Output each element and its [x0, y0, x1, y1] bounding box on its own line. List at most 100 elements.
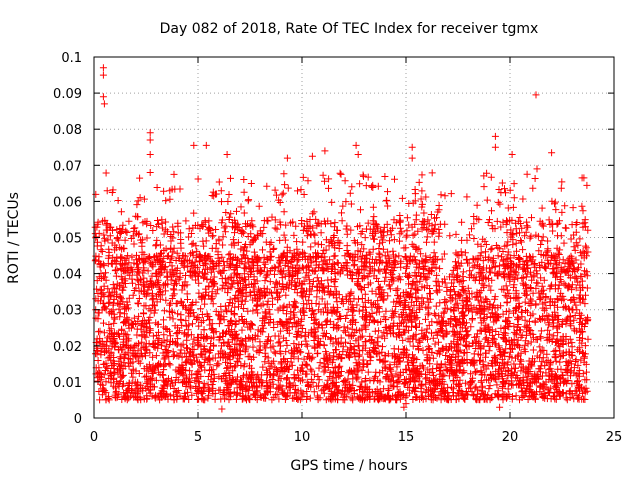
data-point	[472, 273, 480, 281]
data-point	[177, 316, 185, 324]
data-point	[179, 340, 187, 348]
data-point	[515, 314, 523, 322]
data-point	[154, 341, 162, 348]
data-point	[405, 200, 413, 207]
data-point	[245, 263, 253, 271]
data-point	[293, 393, 301, 401]
data-point	[332, 392, 340, 400]
data-point	[93, 277, 101, 285]
data-point	[426, 290, 433, 298]
data-point	[111, 256, 119, 264]
data-point	[420, 364, 427, 372]
data-point	[270, 357, 278, 365]
data-point	[94, 218, 102, 226]
data-point	[290, 319, 298, 326]
data-point	[446, 358, 454, 366]
data-point	[194, 378, 202, 385]
data-point	[244, 392, 252, 400]
data-point	[401, 394, 409, 402]
data-point	[353, 301, 361, 309]
data-point	[473, 201, 481, 209]
data-point	[315, 261, 323, 269]
data-point	[189, 309, 197, 317]
data-point	[402, 254, 410, 262]
data-point	[314, 249, 322, 257]
data-point	[566, 357, 574, 365]
data-point	[234, 358, 242, 366]
data-point	[449, 266, 457, 274]
data-point	[265, 306, 273, 314]
data-point	[487, 173, 495, 181]
data-point	[376, 240, 384, 248]
data-point	[549, 269, 557, 277]
data-point	[250, 353, 258, 361]
data-point	[324, 357, 332, 365]
data-point	[358, 325, 366, 333]
data-point	[147, 307, 155, 315]
data-point	[493, 272, 501, 280]
data-point	[126, 271, 134, 279]
data-point	[182, 305, 190, 313]
data-point	[554, 375, 561, 383]
data-point	[549, 227, 557, 235]
data-point	[513, 247, 520, 255]
data-point	[260, 253, 268, 261]
data-point	[174, 335, 182, 343]
data-point	[516, 214, 524, 221]
data-point	[506, 186, 514, 194]
data-point	[205, 223, 213, 231]
data-point	[495, 186, 503, 193]
data-point	[581, 376, 589, 384]
data-point	[332, 287, 340, 295]
data-point	[504, 255, 512, 263]
data-point	[147, 386, 155, 394]
data-point	[361, 344, 369, 352]
data-point	[100, 329, 108, 337]
data-point	[370, 213, 378, 221]
data-point	[370, 300, 377, 308]
data-point	[220, 262, 228, 270]
data-point	[188, 273, 196, 281]
data-point	[254, 309, 262, 317]
data-point	[505, 272, 513, 280]
data-point	[166, 361, 174, 369]
data-point	[537, 334, 545, 342]
data-point	[129, 291, 137, 299]
data-point	[358, 228, 366, 235]
data-point	[315, 321, 323, 328]
data-point	[381, 173, 389, 180]
data-point	[161, 287, 169, 295]
data-point	[309, 210, 317, 218]
data-point	[398, 228, 406, 236]
data-point	[501, 291, 509, 299]
data-point	[206, 356, 214, 364]
data-point	[226, 213, 233, 221]
data-point	[379, 245, 387, 253]
data-point	[411, 272, 419, 280]
data-point	[214, 248, 222, 256]
data-point	[381, 252, 389, 260]
data-point	[345, 380, 353, 388]
data-point	[414, 295, 422, 303]
data-point	[360, 321, 368, 329]
data-point	[231, 321, 239, 328]
data-point	[163, 336, 171, 344]
data-point	[510, 180, 518, 188]
data-point	[120, 359, 128, 367]
data-point	[117, 228, 125, 235]
data-point	[387, 226, 395, 234]
data-point	[460, 349, 468, 357]
data-point	[552, 281, 559, 289]
data-point	[279, 252, 287, 260]
data-point	[149, 332, 157, 340]
data-point	[300, 304, 308, 312]
data-point	[107, 308, 115, 315]
data-point	[262, 291, 269, 299]
data-point	[512, 239, 520, 247]
data-point	[341, 177, 349, 185]
data-point	[97, 351, 105, 359]
data-point	[283, 257, 291, 264]
data-point	[454, 340, 462, 348]
data-point	[169, 292, 177, 300]
data-point	[249, 321, 256, 329]
